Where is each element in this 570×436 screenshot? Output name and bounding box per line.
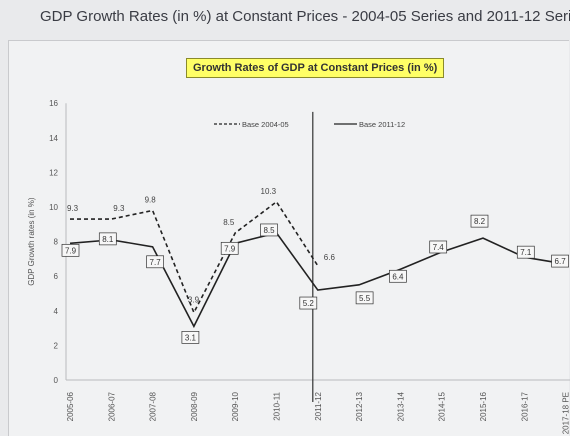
y-tick-label: 6 xyxy=(54,272,59,281)
data-label: 7.7 xyxy=(150,258,162,267)
x-tick-label: 2005-06 xyxy=(66,391,75,421)
data-label: 3.1 xyxy=(185,333,197,342)
x-tick-label: 2015-16 xyxy=(479,391,488,421)
data-label-box xyxy=(355,291,374,305)
data-label: 7.9 xyxy=(65,246,77,255)
data-label: 5.2 xyxy=(303,299,315,308)
x-tick-label: 2017-18 PE xyxy=(562,392,570,434)
data-label: 5.5 xyxy=(359,294,371,303)
data-label-box xyxy=(551,254,569,268)
data-label-box xyxy=(146,255,164,269)
y-tick-label: 14 xyxy=(49,134,58,143)
data-label-box xyxy=(181,331,200,344)
chart-title: Growth Rates of GDP at Constant Prices (… xyxy=(186,58,445,78)
page-title: GDP Growth Rates (in %) at Constant Pric… xyxy=(40,8,570,25)
data-label-box xyxy=(98,232,117,246)
data-label: 6.7 xyxy=(555,257,567,266)
y-axis-label: GDP Growth rates (in %) xyxy=(27,197,36,286)
data-label: 9.3 xyxy=(113,204,125,213)
data-label: 7.4 xyxy=(433,243,445,252)
data-label: 7.9 xyxy=(224,244,236,253)
data-label: 8.5 xyxy=(223,218,235,227)
x-tick-label: 2012-13 xyxy=(355,391,364,421)
x-tick-label: 2011-12 xyxy=(314,391,323,420)
data-label-box xyxy=(61,243,80,257)
data-label-box xyxy=(389,269,407,283)
data-label: 10.3 xyxy=(261,187,277,196)
legend-label: Base 2011-12 xyxy=(359,120,405,129)
data-label: 8.1 xyxy=(102,235,114,244)
y-tick-label: 12 xyxy=(49,168,58,177)
data-label-box xyxy=(220,241,239,255)
data-label: 8.5 xyxy=(263,226,275,235)
y-tick-label: 16 xyxy=(49,99,58,108)
data-label: 3.9 xyxy=(188,296,200,305)
data-label: 9.3 xyxy=(67,204,79,213)
x-tick-label: 2009-10 xyxy=(231,391,240,421)
x-tick-label: 2008-09 xyxy=(190,391,199,421)
data-label: 6.6 xyxy=(324,253,336,262)
x-tick-label: 2007-08 xyxy=(149,391,158,421)
data-label-box xyxy=(260,223,278,237)
x-tick-label: 2014-15 xyxy=(438,391,447,421)
x-tick-label: 2016-17 xyxy=(520,391,529,421)
x-tick-label: 2013-14 xyxy=(396,391,405,421)
data-label-box xyxy=(470,214,489,228)
y-tick-label: 0 xyxy=(54,376,59,385)
series-line-base-2011-12 xyxy=(69,232,566,329)
data-label: 9.8 xyxy=(145,195,157,204)
y-tick-label: 8 xyxy=(54,238,59,247)
legend-label: Base 2004-05 xyxy=(242,120,289,129)
y-tick-label: 4 xyxy=(54,307,59,316)
data-label: 6.4 xyxy=(392,272,404,281)
y-tick-label: 2 xyxy=(54,341,59,350)
data-label-box xyxy=(516,245,535,259)
y-tick-label: 10 xyxy=(49,203,58,212)
data-label-box xyxy=(429,240,448,254)
x-tick-label: 2006-07 xyxy=(107,391,116,421)
data-label-box xyxy=(299,296,318,310)
data-label: 8.2 xyxy=(474,217,486,226)
x-tick-label: 2010-11 xyxy=(273,391,282,420)
data-label: 7.1 xyxy=(520,248,532,257)
